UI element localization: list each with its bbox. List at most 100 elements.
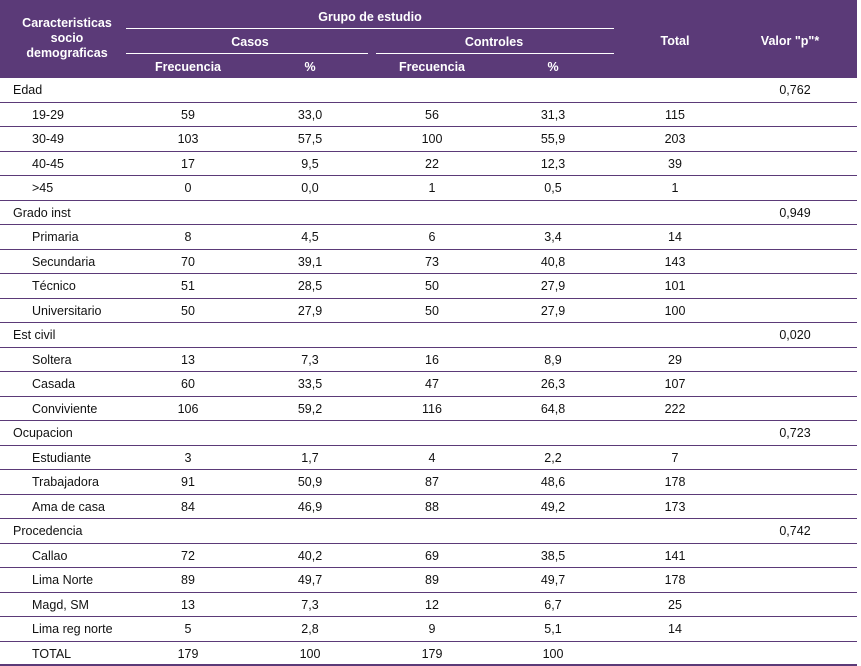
cell-total: 141: [620, 544, 730, 568]
cell-kp: 2,2: [493, 446, 613, 470]
header-controls-percent: %: [493, 60, 613, 75]
cell-kp: 3,4: [493, 225, 613, 249]
cell-cp: 33,5: [250, 372, 370, 396]
cell-total: 173: [620, 495, 730, 519]
p-value-cell: 0,762: [730, 78, 860, 102]
row-label: Estudiante: [32, 446, 91, 470]
p-value-cell: 0,949: [730, 201, 860, 225]
row-label: Lima reg norte: [32, 617, 113, 641]
cell-cf: 0: [128, 176, 248, 200]
section-row: Edad 0,762: [0, 78, 857, 103]
cell-kf: 87: [372, 470, 492, 494]
cell-kf: 88: [372, 495, 492, 519]
header-controls-rule: [376, 53, 614, 54]
cell-kf: 4: [372, 446, 492, 470]
cell-total: 143: [620, 250, 730, 274]
cell-cp: 46,9: [250, 495, 370, 519]
row-label: Conviviente: [32, 397, 97, 421]
row-label: Técnico: [32, 274, 76, 298]
row-label: Soltera: [32, 348, 72, 372]
cell-kp: 64,8: [493, 397, 613, 421]
cell-total: 222: [620, 397, 730, 421]
header-cases: Casos: [128, 35, 372, 50]
cell-kf: 50: [372, 274, 492, 298]
cell-total: 1: [620, 176, 730, 200]
row-label: Lima Norte: [32, 568, 93, 592]
cell-kf: 69: [372, 544, 492, 568]
cell-cf: 60: [128, 372, 248, 396]
cell-cp: 2,8: [250, 617, 370, 641]
header-total: Total: [620, 34, 730, 49]
header-cases-percent: %: [250, 60, 370, 75]
cell-cf: 103: [128, 127, 248, 151]
cell-total: 14: [620, 617, 730, 641]
header-group: Grupo de estudio: [250, 10, 490, 25]
cell-kp: 5,1: [493, 617, 613, 641]
cell-cp: 1,7: [250, 446, 370, 470]
row-label: Casada: [32, 372, 75, 396]
section-label: Edad: [13, 78, 42, 102]
row-label: Secundaria: [32, 250, 95, 274]
section-label: Procedencia: [13, 519, 83, 543]
cell-kp: 48,6: [493, 470, 613, 494]
p-value-cell: 0,020: [730, 323, 860, 347]
cell-total: 101: [620, 274, 730, 298]
header-p-value: Valor "p"*: [730, 34, 850, 49]
cell-kp: 38,5: [493, 544, 613, 568]
cell-kf: 116: [372, 397, 492, 421]
cell-kp: 49,2: [493, 495, 613, 519]
cell-cf: 17: [128, 152, 248, 176]
cell-cf: 84: [128, 495, 248, 519]
cell-cp: 50,9: [250, 470, 370, 494]
total-cell-cf: 179: [128, 642, 248, 666]
cell-cp: 40,2: [250, 544, 370, 568]
cell-total: 100: [620, 299, 730, 323]
cell-kp: 26,3: [493, 372, 613, 396]
row-label: 30-49: [32, 127, 64, 151]
cell-cf: 5: [128, 617, 248, 641]
cell-kf: 12: [372, 593, 492, 617]
cell-cf: 13: [128, 348, 248, 372]
cell-cp: 7,3: [250, 593, 370, 617]
cell-cf: 59: [128, 103, 248, 127]
cell-kp: 6,7: [493, 593, 613, 617]
cell-kf: 1: [372, 176, 492, 200]
cell-cp: 59,2: [250, 397, 370, 421]
cell-kp: 0,5: [493, 176, 613, 200]
header-controls-frequency: Frecuencia: [372, 60, 492, 75]
cell-kp: 31,3: [493, 103, 613, 127]
cell-kf: 56: [372, 103, 492, 127]
cell-kf: 47: [372, 372, 492, 396]
row-label: Magd, SM: [32, 593, 89, 617]
cell-cp: 9,5: [250, 152, 370, 176]
cell-cf: 51: [128, 274, 248, 298]
row-label: Ama de casa: [32, 495, 105, 519]
cell-total: 25: [620, 593, 730, 617]
section-label: Ocupacion: [13, 421, 73, 445]
cell-cp: 4,5: [250, 225, 370, 249]
cell-kf: 73: [372, 250, 492, 274]
cell-cf: 89: [128, 568, 248, 592]
header-controls: Controles: [374, 35, 614, 50]
cell-kp: 12,3: [493, 152, 613, 176]
cell-kp: 55,9: [493, 127, 613, 151]
cell-kp: 27,9: [493, 274, 613, 298]
header-characteristics: Caracteristicas socio demograficas: [10, 16, 124, 61]
p-value-cell: 0,742: [730, 519, 860, 543]
cell-total: 178: [620, 470, 730, 494]
